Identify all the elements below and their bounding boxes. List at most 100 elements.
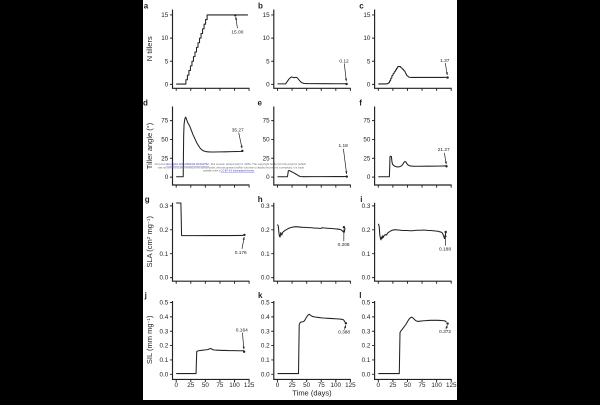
svg-text:c: c (359, 2, 364, 11)
svg-text:0.5: 0.5 (261, 300, 270, 307)
svg-text:0.4: 0.4 (362, 314, 371, 321)
svg-text:e: e (258, 99, 263, 108)
svg-text:f: f (359, 98, 362, 107)
svg-text:available under a: available under a (203, 169, 220, 173)
svg-text:100: 100 (431, 382, 442, 389)
svg-text:0.372: 0.372 (439, 329, 451, 335)
svg-text:d: d (143, 99, 148, 108)
svg-text:a: a (144, 2, 149, 11)
svg-text:; this version posted April 3,: ; this version posted April 3, 2020. The… (209, 162, 306, 166)
svg-text:0.3: 0.3 (261, 328, 270, 335)
svg-text:0.3: 0.3 (160, 203, 169, 210)
svg-text:21.27: 21.27 (438, 147, 450, 153)
svg-text:0: 0 (276, 382, 280, 389)
svg-text:50: 50 (363, 137, 371, 144)
svg-text:i: i (360, 195, 362, 204)
svg-text:0.1: 0.1 (261, 357, 270, 364)
svg-text:75: 75 (161, 118, 169, 125)
svg-text:0.1: 0.1 (160, 357, 169, 364)
svg-text:0: 0 (266, 174, 270, 181)
svg-text:50: 50 (263, 137, 271, 144)
svg-text:5: 5 (367, 58, 371, 65)
svg-text:k: k (258, 291, 263, 300)
svg-text:10: 10 (363, 35, 371, 42)
svg-text:0.2: 0.2 (261, 343, 270, 350)
svg-text:50: 50 (202, 382, 210, 389)
svg-text:0: 0 (165, 174, 169, 181)
svg-text:0.3: 0.3 (160, 328, 169, 335)
svg-text:h: h (258, 195, 263, 204)
svg-text:0.3: 0.3 (362, 328, 371, 335)
svg-text:5: 5 (165, 58, 169, 65)
svg-text:25: 25 (263, 155, 271, 162)
svg-text:0.4: 0.4 (261, 314, 270, 321)
svg-text:25: 25 (187, 382, 195, 389)
svg-text:0.164: 0.164 (236, 328, 248, 334)
svg-text:doi.org/10.1101/2020.04.03.024: doi.org/10.1101/2020.04.03.024752 (166, 162, 209, 166)
svg-text:75: 75 (216, 382, 224, 389)
svg-text:0.208: 0.208 (338, 242, 350, 248)
svg-text:5: 5 (266, 58, 270, 65)
svg-text:0.0: 0.0 (160, 275, 169, 282)
svg-text:1.18: 1.18 (339, 143, 349, 149)
svg-text:75: 75 (263, 118, 271, 125)
svg-text:10: 10 (161, 35, 169, 42)
svg-text:was not certified by peer revi: was not certified by peer review) is the… (158, 165, 304, 169)
svg-text:0.2: 0.2 (362, 343, 371, 350)
svg-text:j: j (144, 291, 147, 300)
svg-text:0.1: 0.1 (362, 251, 371, 258)
svg-text:CC-BY 4.0 International licens: CC-BY 4.0 International license. (221, 169, 255, 173)
svg-text:10: 10 (263, 35, 271, 42)
svg-text:1.37: 1.37 (440, 58, 450, 64)
svg-text:l: l (359, 291, 361, 300)
svg-text:0.2: 0.2 (362, 227, 371, 234)
svg-text:0.188: 0.188 (439, 246, 451, 252)
svg-text:bioRxiv preprint doi:: bioRxiv preprint doi: (155, 162, 166, 166)
svg-text:125: 125 (244, 382, 255, 389)
svg-text:50: 50 (303, 382, 311, 389)
svg-text:0.3: 0.3 (261, 203, 270, 210)
svg-text:0.1: 0.1 (362, 357, 371, 364)
svg-text:0.0: 0.0 (362, 371, 371, 378)
svg-text:b: b (258, 2, 263, 11)
svg-text:0.2: 0.2 (160, 227, 169, 234)
svg-text:50: 50 (404, 382, 412, 389)
svg-text:0.2: 0.2 (160, 343, 169, 350)
svg-text:0.1: 0.1 (160, 251, 169, 258)
svg-text:15.00: 15.00 (231, 29, 243, 35)
svg-text:0.5: 0.5 (160, 300, 169, 307)
svg-text:0: 0 (165, 82, 169, 89)
svg-text:0.0: 0.0 (362, 275, 371, 282)
svg-text:25: 25 (161, 155, 169, 162)
svg-text:125: 125 (345, 382, 356, 389)
svg-text:Time (days): Time (days) (292, 388, 332, 397)
svg-text:0: 0 (367, 174, 371, 181)
svg-text:SLA (cm2​ mg−1​): SLA (cm2​ mg−1​) (145, 216, 154, 268)
svg-text:15: 15 (161, 12, 169, 19)
svg-text:0.1: 0.1 (261, 251, 270, 258)
svg-text:0.2: 0.2 (261, 227, 270, 234)
svg-text:0.5: 0.5 (362, 300, 371, 307)
svg-text:125: 125 (446, 382, 457, 389)
svg-text:0: 0 (367, 82, 371, 89)
svg-text:0.176: 0.176 (235, 250, 247, 256)
svg-text:0.3: 0.3 (362, 203, 371, 210)
svg-text:100: 100 (331, 382, 342, 389)
svg-text:100: 100 (229, 382, 240, 389)
svg-text:0.0: 0.0 (261, 275, 270, 282)
svg-text:Tiller angle (°): Tiller angle (°) (145, 122, 154, 169)
svg-text:25: 25 (363, 155, 371, 162)
svg-text:0: 0 (266, 82, 270, 89)
svg-text:0.0: 0.0 (261, 371, 270, 378)
svg-text:75: 75 (363, 118, 371, 125)
svg-text:25: 25 (289, 382, 297, 389)
svg-text:75: 75 (318, 382, 326, 389)
svg-text:g: g (145, 195, 150, 204)
svg-text:25: 25 (389, 382, 397, 389)
svg-text:50: 50 (161, 137, 169, 144)
svg-text:0.4: 0.4 (160, 314, 169, 321)
svg-text:0.0: 0.0 (160, 371, 169, 378)
svg-text:0: 0 (174, 382, 178, 389)
svg-text:0.12: 0.12 (339, 59, 349, 65)
svg-text:N tillers: N tillers (145, 36, 154, 61)
